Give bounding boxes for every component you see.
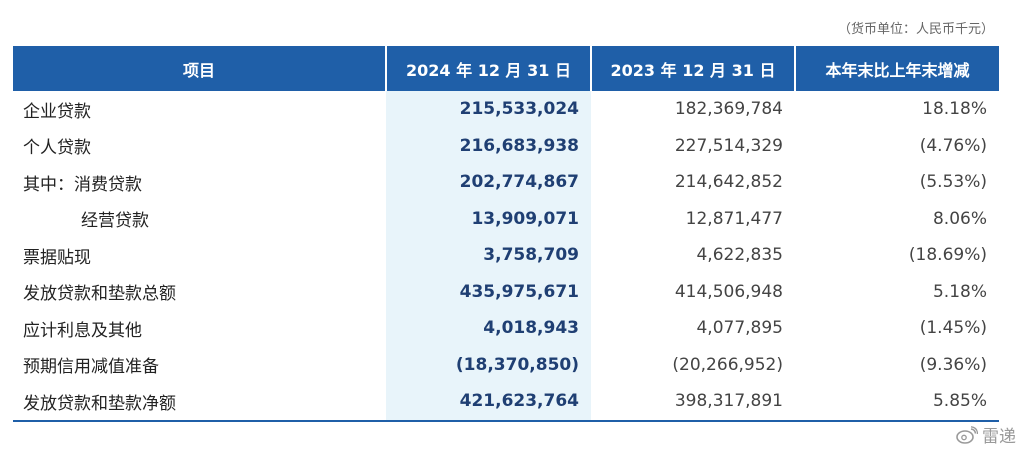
- table-row: 应计利息及其他 4,018,943 4,077,895 (1.45%): [13, 310, 999, 347]
- table-row: 预期信用减值准备 (18,370,850) (20,266,952) (9.36…: [13, 346, 999, 383]
- loan-table-container: 项目 2024 年 12 月 31 日 2023 年 12 月 31 日 本年末…: [13, 46, 999, 422]
- row-label: 个人贷款: [23, 138, 91, 159]
- cell-change: 5.85%: [795, 383, 999, 422]
- cell-2024: 3,758,709: [386, 237, 591, 274]
- table-row: 其中：消费贷款 202,774,867 214,642,852 (5.53%): [13, 164, 999, 201]
- row-label: 应计利息及其他: [23, 320, 142, 341]
- table-row: 个人贷款 216,683,938 227,514,329 (4.76%): [13, 127, 999, 164]
- table-row: 发放贷款和垫款总额 435,975,671 414,506,948 5.18%: [13, 273, 999, 310]
- table-row: 票据贴现 3,758,709 4,622,835 (18.69%): [13, 237, 999, 274]
- cell-change: (18.69%): [908, 245, 987, 266]
- cell-2023: 214,642,852: [674, 172, 783, 193]
- cell-2024: 13,909,071: [386, 200, 591, 237]
- cell-2023: 227,514,329: [674, 135, 783, 156]
- cell-2024: 216,683,938: [386, 127, 591, 164]
- loan-breakdown-table: 项目 2024 年 12 月 31 日 2023 年 12 月 31 日 本年末…: [13, 46, 999, 422]
- cell-2024: 215,533,024: [386, 91, 591, 128]
- column-header-2024: 2024 年 12 月 31 日: [386, 46, 592, 91]
- row-label: 发放贷款和垫款总额: [23, 284, 176, 305]
- table-row: 经营贷款 13,909,071 12,871,477 8.06%: [13, 200, 999, 237]
- cell-change: (1.45%): [919, 318, 987, 339]
- cell-2023: 414,506,948: [674, 281, 783, 302]
- table-body: 企业贷款 215,533,024 182,369,784 18.18% 个人贷款…: [13, 91, 999, 422]
- cell-change: 18.18%: [922, 99, 987, 120]
- column-header-change: 本年末比上年末增减: [795, 46, 999, 91]
- cell-2023: (20,266,952): [672, 354, 783, 375]
- cell-change: 8.06%: [932, 208, 987, 229]
- weibo-icon: [956, 425, 979, 444]
- cell-2024: 421,623,764: [386, 383, 591, 422]
- cell-2024: 202,774,867: [386, 164, 591, 201]
- row-label: 发放贷款和垫款净额: [13, 383, 386, 422]
- cell-2024: (18,370,850): [386, 346, 591, 383]
- row-label: 票据贴现: [23, 247, 91, 268]
- header-row: 项目 2024 年 12 月 31 日 2023 年 12 月 31 日 本年末…: [13, 46, 999, 91]
- column-header-item: 项目: [13, 46, 387, 91]
- row-label: 其中：消费贷款: [23, 174, 142, 195]
- cell-2023: 12,871,477: [685, 208, 783, 229]
- table-header: 项目 2024 年 12 月 31 日 2023 年 12 月 31 日 本年末…: [13, 46, 999, 91]
- cell-2023: 4,077,895: [696, 318, 783, 339]
- table-row: 发放贷款和垫款净额 421,623,764 398,317,891 5.85%: [13, 383, 999, 422]
- watermark: 雷递: [956, 422, 1016, 447]
- column-header-2023: 2023 年 12 月 31 日: [591, 46, 796, 91]
- cell-2023: 182,369,784: [674, 99, 783, 120]
- cell-change: (5.53%): [919, 172, 987, 193]
- row-label: 经营贷款: [81, 211, 149, 232]
- watermark-text: 雷递: [982, 427, 1016, 447]
- cell-change: 5.18%: [932, 281, 987, 302]
- cell-change: (9.36%): [919, 354, 987, 375]
- table-row: 企业贷款 215,533,024 182,369,784 18.18%: [13, 91, 999, 128]
- row-label: 预期信用减值准备: [23, 357, 159, 378]
- cell-2024: 435,975,671: [386, 273, 591, 310]
- cell-2023: 4,622,835: [696, 245, 783, 266]
- row-label: 企业贷款: [23, 101, 91, 122]
- currency-unit-note: （货币单位：人民币千元）: [837, 22, 994, 37]
- cell-change: (4.76%): [919, 135, 987, 156]
- cell-2023: 398,317,891: [591, 383, 795, 422]
- cell-2024: 4,018,943: [386, 310, 591, 347]
